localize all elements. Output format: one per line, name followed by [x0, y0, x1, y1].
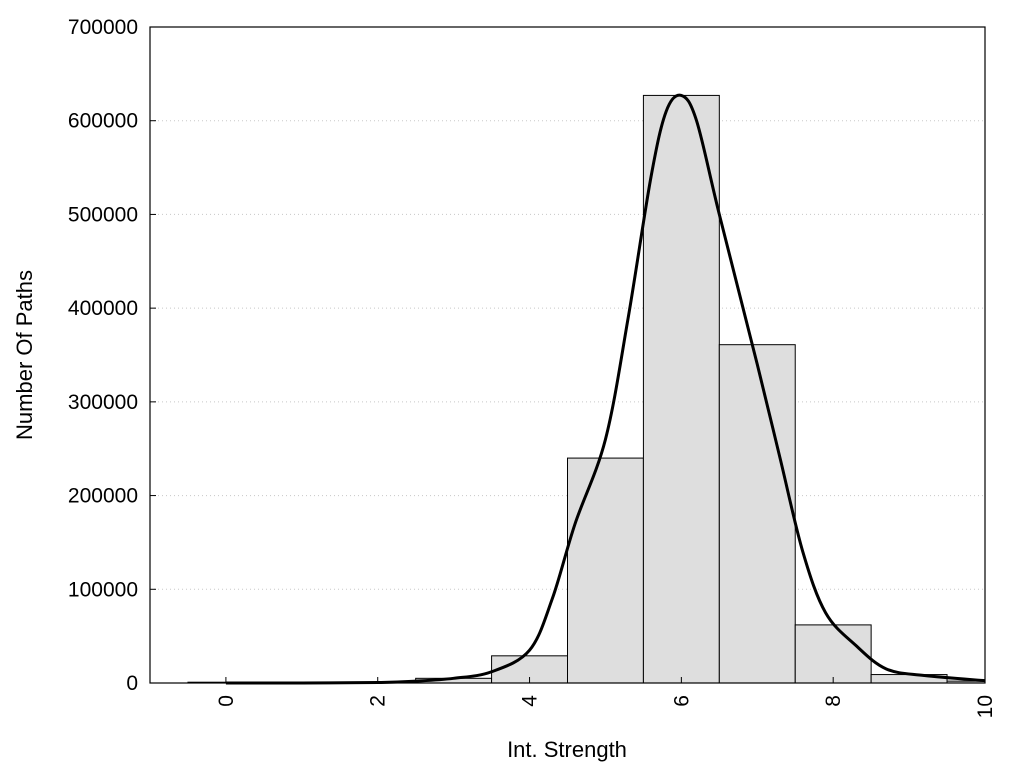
- x-tick-label-8: 8: [822, 695, 845, 707]
- y-tick-label-300000: 300000: [68, 391, 138, 414]
- y-axis-ticks: 0 100000 200000 300000 400000 500000 600000 700…: [68, 16, 156, 695]
- histogram-bars: [187, 94, 986, 684]
- y-tick-label-500000: 500000: [68, 203, 138, 226]
- x-axis-title: Int. Strength: [507, 737, 627, 762]
- plot-frame: [149, 26, 986, 684]
- y-tick-label-200000: 200000: [68, 485, 138, 508]
- y-tick-label-400000: 400000: [68, 297, 138, 320]
- y-tick-label-0: 0: [126, 672, 138, 695]
- x-axis-ticks: 0 2 4 6 8 10: [215, 677, 997, 718]
- fit-curve-layer: [225, 93, 986, 685]
- y-tick-label-100000: 100000: [68, 578, 138, 601]
- x-tick-label-6: 6: [670, 695, 693, 707]
- bar-5: [567, 457, 644, 684]
- x-tick-label-10: 10: [974, 695, 997, 718]
- x-tick-label-2: 2: [367, 695, 390, 707]
- fit-curve: [225, 93, 986, 685]
- bar-8: [794, 624, 872, 684]
- bar-6: [642, 94, 720, 684]
- y-tick-label-700000: 700000: [68, 16, 138, 39]
- y-axis-title: Number Of Paths: [12, 270, 37, 440]
- bar-7: [718, 344, 796, 684]
- x-tick-label-4: 4: [519, 695, 542, 707]
- y-tick-label-600000: 600000: [68, 110, 138, 133]
- x-tick-label-0: 0: [215, 695, 238, 707]
